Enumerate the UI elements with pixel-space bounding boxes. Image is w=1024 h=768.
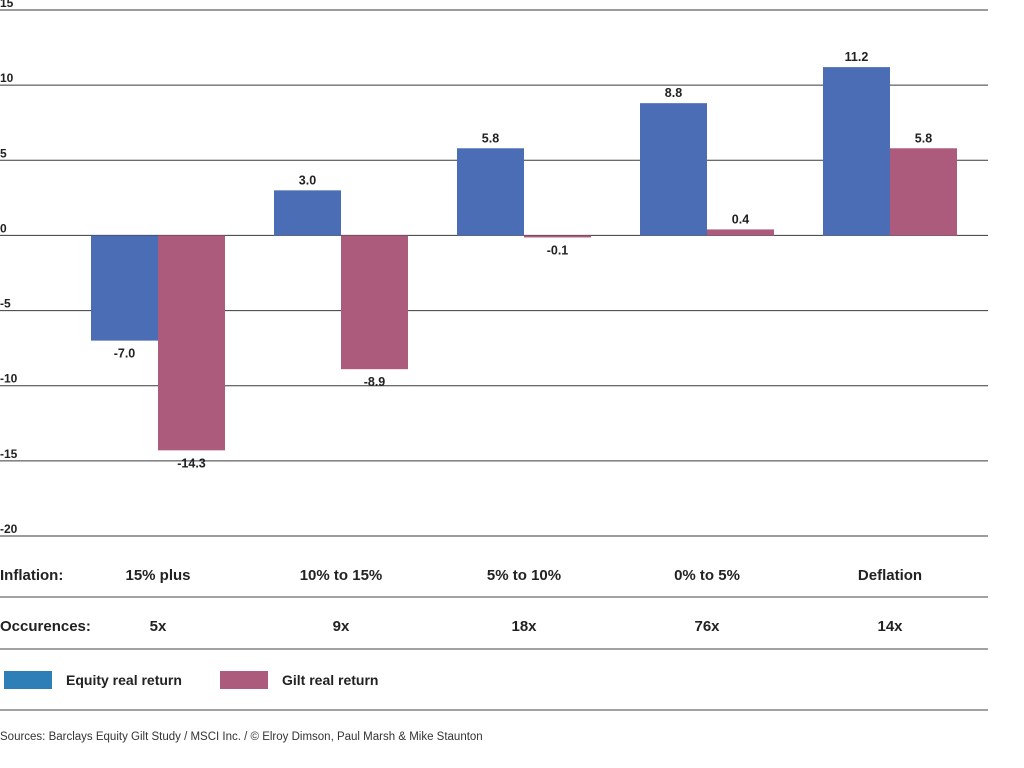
bar-gilt (890, 148, 957, 236)
y-tick-label: -10 (0, 372, 18, 386)
inflation-category: 0% to 5% (674, 567, 740, 584)
y-tick-label: -5 (0, 297, 11, 311)
bar-gilt (707, 229, 774, 236)
data-label: -8.9 (364, 375, 386, 389)
occurrence-count: 14x (877, 618, 903, 635)
y-tick-label: 0 (0, 221, 7, 235)
bar-gilt (341, 235, 408, 370)
inflation-category: Deflation (858, 567, 922, 584)
data-label: -0.1 (547, 243, 569, 257)
y-tick-label: -20 (0, 522, 18, 536)
occurrence-count: 76x (694, 618, 720, 635)
bars (91, 67, 957, 451)
inflation-row-label: Inflation: (0, 567, 63, 584)
data-label: -14.3 (177, 456, 206, 470)
legend-swatch-equity (4, 671, 52, 689)
data-label: 0.4 (732, 212, 749, 226)
legend-label-equity: Equity real return (66, 672, 182, 688)
y-tick-label: -15 (0, 447, 18, 461)
inflation-category: 10% to 15% (300, 567, 383, 584)
inflation-category: 15% plus (125, 567, 190, 584)
y-tick-label: 15 (0, 0, 14, 10)
bar-gilt (158, 235, 225, 451)
source-note: Sources: Barclays Equity Gilt Study / MS… (0, 731, 483, 743)
legend-label-gilt: Gilt real return (282, 672, 378, 688)
occurrence-count: 5x (150, 618, 167, 635)
y-tick-label: 10 (0, 71, 14, 85)
data-labels: -7.0 -14.3 3.0 -8.9 5.8 -0.1 8.8 0.4 11.2 5.8 (114, 50, 933, 470)
bar-equity (823, 67, 890, 236)
data-label: -7.0 (114, 347, 136, 361)
inflation-row: Inflation: 15% plus 10% to 15% 5% to 10% 0%… (0, 567, 922, 584)
bar-equity (91, 235, 158, 341)
occurrence-count: 9x (333, 618, 350, 635)
bar-gilt (524, 235, 591, 238)
bar-equity (457, 148, 524, 236)
bar-equity (640, 103, 707, 236)
y-tick-label: 5 (0, 146, 7, 160)
bar-equity (274, 190, 341, 236)
occurrence-count: 18x (511, 618, 537, 635)
y-axis-tick-labels: 15 10 5 0 -5 -10 -15 -20 (0, 0, 18, 536)
occurrences-row: Occurences: 5x 9x 18x 76x 14x (0, 618, 903, 635)
data-label: 8.8 (665, 86, 682, 100)
legend-swatch-gilt (220, 671, 268, 689)
legend: Equity real return Gilt real return (4, 671, 378, 689)
inflation-category: 5% to 10% (487, 567, 561, 584)
data-label: 5.8 (482, 131, 499, 145)
data-label: 3.0 (299, 173, 316, 187)
data-label: 11.2 (845, 50, 869, 64)
data-label: 5.8 (915, 131, 932, 145)
occurrences-row-label: Occurences: (0, 618, 91, 635)
